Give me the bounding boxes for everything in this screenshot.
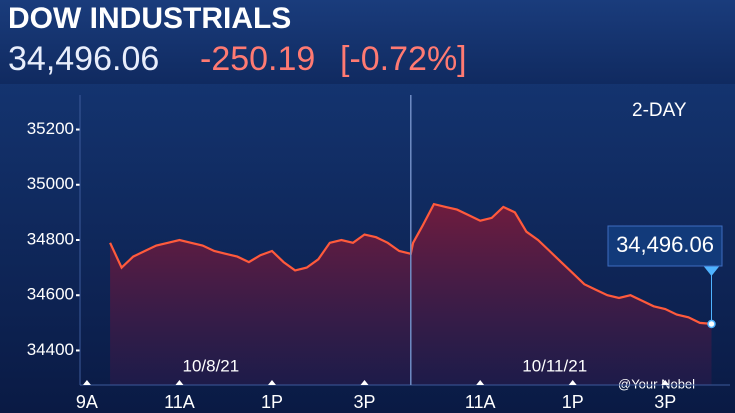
line (109, 202, 712, 325)
date-label: 10/8/21 (182, 356, 239, 375)
x-tick-label: 1P (562, 392, 584, 412)
x-tick (175, 380, 184, 385)
period-label: 2-DAY (632, 100, 687, 121)
x-tick (476, 380, 485, 385)
x-tick (82, 380, 91, 385)
y-tick-label: 35200 (27, 119, 74, 138)
y-tick-label: 34600 (27, 285, 74, 304)
y-tick-label: 34400 (27, 340, 74, 359)
chart-title: DOW INDUSTRIALS (8, 2, 291, 35)
x-tick-label: 3P (654, 392, 676, 412)
x-tick-label: 11A (164, 392, 195, 412)
change-percent: [-0.72%] (340, 40, 467, 78)
y-tick-label: 34800 (27, 229, 74, 248)
last-value-label: 34,496.06 (616, 232, 714, 257)
x-tick-label: 1P (261, 392, 283, 412)
callout-pointer (703, 266, 720, 276)
price: 34,496.06 (8, 40, 159, 78)
x-tick (267, 380, 276, 385)
x-tick (661, 380, 670, 385)
x-tick-label: 3P (354, 392, 376, 412)
date-label: 10/11/21 (522, 356, 587, 375)
x-tick-label: 11A (465, 392, 496, 412)
header-band (0, 0, 735, 84)
x-tick (568, 380, 577, 385)
y-tick-label: 35000 (27, 174, 74, 193)
last-point (707, 319, 716, 329)
x-tick-label: 9A (76, 392, 98, 412)
change: -250.19 (200, 40, 315, 78)
callout-box (607, 225, 723, 267)
watermark: @Your Nobel (618, 376, 695, 391)
x-tick (360, 380, 369, 385)
